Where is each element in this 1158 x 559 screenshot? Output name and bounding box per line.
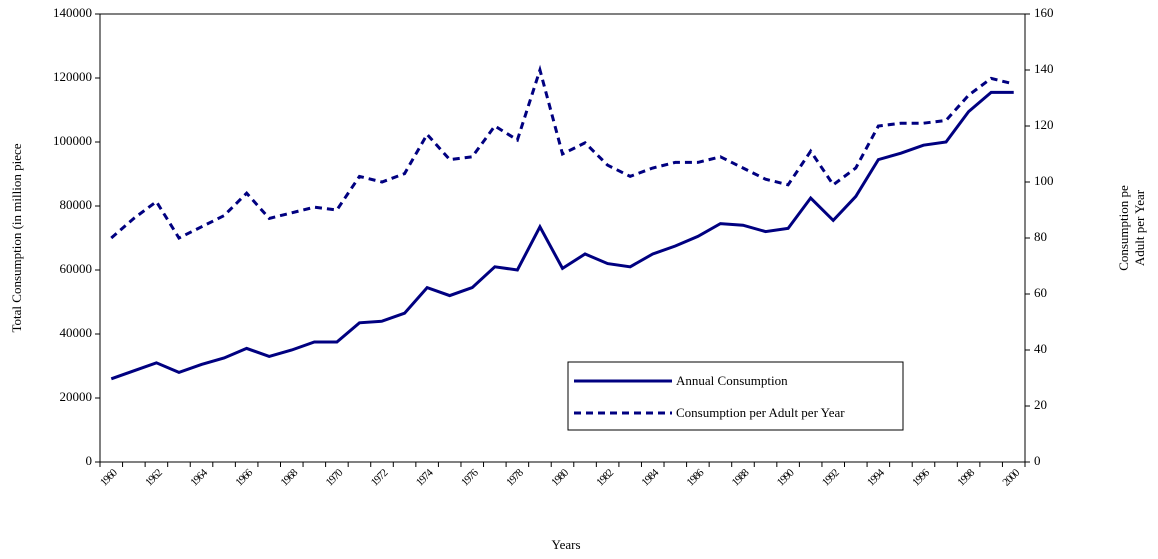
legend-label: Consumption per Adult per Year xyxy=(676,405,845,420)
y2-tick-label: 160 xyxy=(1034,5,1054,20)
x-tick-label: 1990 xyxy=(775,466,797,488)
y-tick-label: 20000 xyxy=(60,389,93,404)
x-tick-label: 1992 xyxy=(820,467,842,489)
y2-axis-label: Consumption pe xyxy=(1116,185,1131,271)
y-tick-label: 120000 xyxy=(53,69,92,84)
x-tick-label: 1960 xyxy=(98,466,120,488)
legend-label: Annual Consumption xyxy=(676,373,788,388)
x-tick-label: 1962 xyxy=(143,467,165,489)
x-tick-label: 1970 xyxy=(324,466,346,488)
y-tick-label: 100000 xyxy=(53,133,92,148)
x-tick-label: 1974 xyxy=(414,466,436,488)
y2-tick-label: 140 xyxy=(1034,61,1054,76)
x-tick-label: 1978 xyxy=(504,466,526,488)
x-tick-label: 1998 xyxy=(955,466,977,488)
x-tick-label: 1964 xyxy=(188,466,210,488)
x-tick-label: 1968 xyxy=(278,466,300,488)
x-tick-label: 1976 xyxy=(459,466,481,488)
y2-tick-label: 20 xyxy=(1034,397,1047,412)
x-tick-label: 1986 xyxy=(685,466,707,488)
y2-tick-label: 0 xyxy=(1034,453,1041,468)
y2-tick-label: 120 xyxy=(1034,117,1054,132)
y-tick-label: 40000 xyxy=(60,325,93,340)
x-tick-label: 1980 xyxy=(549,466,571,488)
y-tick-label: 140000 xyxy=(53,5,92,20)
y-axis-label: Total Consumption (in million piece xyxy=(9,143,24,332)
x-axis-label: Years xyxy=(551,537,580,552)
y-tick-label: 0 xyxy=(86,453,93,468)
legend-box xyxy=(567,361,904,431)
x-tick-label: 1994 xyxy=(865,466,887,488)
x-tick-label: 2000 xyxy=(1000,466,1022,488)
x-tick-label: 1966 xyxy=(233,466,255,488)
x-tick-label: 1984 xyxy=(639,466,661,488)
series-line xyxy=(110,64,1015,240)
x-tick-label: 1972 xyxy=(369,467,391,489)
y2-tick-label: 60 xyxy=(1034,285,1047,300)
y2-tick-label: 100 xyxy=(1034,173,1054,188)
x-tick-label: 1982 xyxy=(594,467,616,489)
y2-axis-label: Adult per Year xyxy=(1132,189,1147,266)
x-tick-label: 1996 xyxy=(910,466,932,488)
y-tick-label: 80000 xyxy=(60,197,93,212)
y2-tick-label: 80 xyxy=(1034,229,1047,244)
x-tick-label: 1988 xyxy=(730,466,752,488)
y2-tick-label: 40 xyxy=(1034,341,1047,356)
y-tick-label: 60000 xyxy=(60,261,93,276)
series-line xyxy=(110,90,1014,381)
